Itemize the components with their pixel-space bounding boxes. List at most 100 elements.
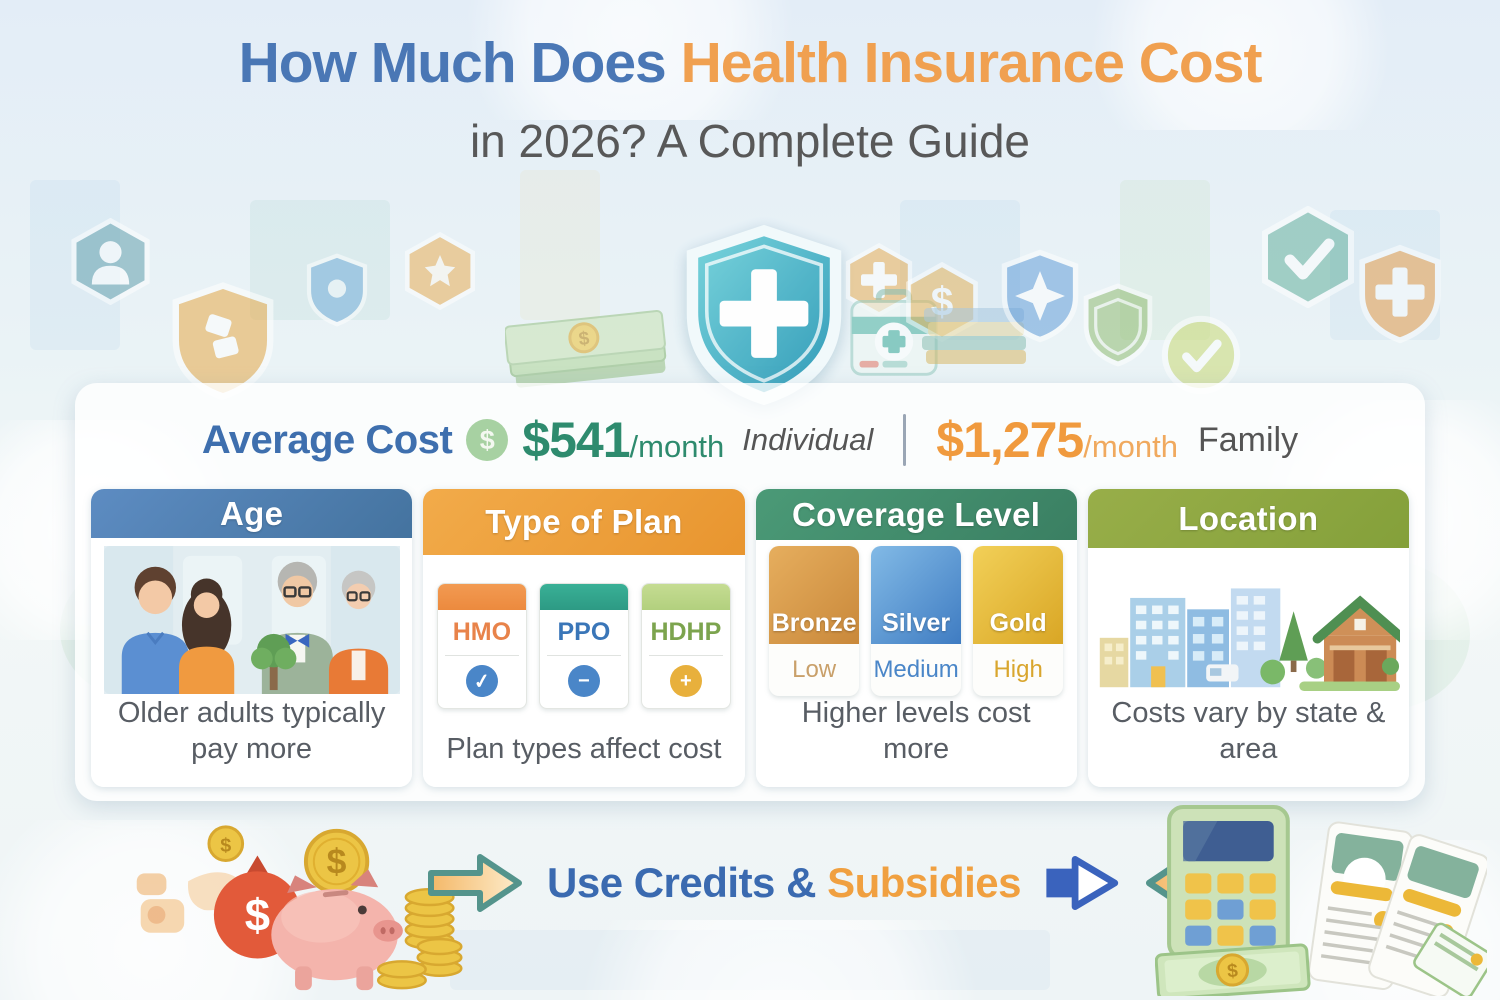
gold-level: High (993, 656, 1043, 684)
family-price: $1,275/month (936, 411, 1178, 469)
tier-card-silver: Silver Medium (871, 546, 962, 697)
tier-cards-row: Bronze Low Silver Medium Gold High (769, 546, 1064, 697)
divider (903, 414, 907, 466)
dollar-glyph: $ (578, 328, 591, 350)
cta-text-blue: Use Credits & (547, 859, 816, 906)
check-hexagon-icon (1258, 206, 1358, 308)
title-line2: in 2026? A Complete Guide (469, 115, 1031, 167)
divider (546, 655, 621, 657)
cta-text-orange: Subsidies (827, 859, 1021, 906)
bronze-label: Bronze (769, 546, 860, 645)
cloud (420, 0, 840, 120)
divider (648, 655, 723, 657)
person-badge-icon (68, 218, 153, 305)
cloud (520, 920, 1040, 1000)
check-circle-icon: ✓ (463, 663, 500, 700)
medical-shield-icon (678, 222, 850, 413)
factor-card-age: Age (91, 489, 413, 787)
coverage-tiers: Bronze Low Silver Medium Gold High (756, 540, 1077, 697)
piggy-bank-cluster: $ $ $ (128, 812, 470, 1000)
ppo-label: PPO (557, 618, 611, 647)
gold-coin-icon: $ (303, 828, 370, 895)
dollar-glyph: $ (245, 890, 270, 941)
factor-header-type-of-plan: Type of Plan (423, 489, 745, 555)
books-stack-icon (918, 306, 1033, 368)
silver-label: Silver (871, 546, 962, 645)
cta-row: Use Credits & Subsidies (425, 845, 1253, 921)
city-and-house-icon (1100, 588, 1401, 692)
dollar-glyph: $ (220, 835, 231, 857)
factor-caption-type-of-plan: Plan types affect cost (446, 732, 722, 765)
gold-coin-icon: $ (207, 825, 245, 862)
tier-card-gold: Gold High (973, 546, 1064, 697)
sparkle-shield-icon (995, 248, 1085, 344)
plus-circle-icon: + (669, 665, 702, 698)
factor-header-location: Location (1087, 489, 1409, 549)
family-label: Family (1198, 420, 1299, 459)
divider (444, 655, 519, 657)
hdhp-card-top (641, 584, 730, 611)
family-price-value: $1,275 (936, 412, 1084, 468)
cta-text: Use Credits & Subsidies (547, 859, 1021, 907)
bronze-level: Low (792, 656, 837, 684)
average-cost-row: Average Cost $ $541/month Individual $1,… (75, 399, 1425, 481)
title-line1: How Much Does Health Insurance Cost (0, 30, 1500, 96)
document-icon (1413, 922, 1495, 999)
cost-summary-card: Average Cost $ $541/month Individual $1,… (75, 383, 1425, 801)
arrow-right-blue-icon (1046, 855, 1119, 911)
hdhp-label: HDHP (650, 618, 722, 647)
location-illustration (1088, 548, 1409, 696)
blue-shield-icon (302, 252, 372, 328)
factor-card-location: Location (1087, 489, 1409, 787)
minus-circle-icon: − (567, 665, 600, 698)
dollar-glyph: $ (327, 841, 347, 881)
factor-caption-coverage-level: Higher levels cost more (801, 697, 1031, 765)
tier-card-bronze: Bronze Low (769, 546, 860, 697)
ppo-card-top (539, 584, 628, 611)
factor-card-type-of-plan: Type of Plan HMO ✓ PPO − (423, 489, 745, 787)
hmo-card-top (437, 584, 526, 611)
plan-cards-row: HMO ✓ PPO − HDHP (436, 583, 731, 710)
average-cost-label: Average Cost (201, 417, 453, 462)
gold-shield-icon (168, 282, 278, 400)
calculator-documents-cluster: $ (1154, 798, 1495, 1000)
plan-card-hdhp: HDHP + (640, 583, 731, 710)
green-shield-icon (1078, 282, 1158, 368)
money-bills-icon: $ (505, 308, 680, 388)
factor-caption-age: Older adults typically pay more (117, 697, 386, 765)
orange-hexagon-icon (402, 232, 478, 310)
piggy-bank-icon (271, 869, 403, 991)
individual-price: $541/month (522, 411, 724, 469)
individual-label: Individual (742, 422, 874, 457)
family-price-unit: /month (1083, 429, 1178, 464)
factor-card-coverage-level: Coverage Level Bronze Low Silver Medium … (755, 489, 1077, 787)
factor-columns: Age (91, 489, 1409, 787)
factor-header-coverage-level: Coverage Level (755, 489, 1077, 541)
arrow-right-icon (428, 854, 522, 912)
calculator-icon (1167, 804, 1290, 960)
coin-stack-icon (376, 887, 463, 990)
cloud (1050, 0, 1430, 130)
silver-level: Medium (873, 656, 959, 684)
plan-card-ppo: PPO − (538, 583, 629, 710)
dollar-bill-icon: $ (1154, 943, 1311, 1000)
people-ages-icon (103, 546, 400, 695)
title-part-orange: Health Insurance Cost (680, 31, 1263, 95)
plan-types: HMO ✓ PPO − HDHP (423, 555, 744, 732)
individual-price-unit: /month (629, 429, 725, 464)
hmo-label: HMO (452, 618, 512, 647)
bg-building (520, 170, 600, 320)
page-title: How Much Does Health Insurance Cost in 2… (0, 30, 1500, 168)
dollar-coin-icon: $ (466, 419, 509, 461)
factor-header-age: Age (91, 489, 413, 539)
check-badge-icon (1158, 312, 1244, 398)
gold-label: Gold (973, 546, 1064, 645)
orange-cross-shield-icon (1352, 243, 1448, 345)
individual-price-value: $541 (522, 412, 630, 468)
title-part-blue: How Much Does (238, 31, 667, 95)
age-illustration (91, 538, 412, 696)
plan-card-hmo: HMO ✓ (436, 583, 527, 710)
dollar-glyph: $ (1227, 961, 1239, 983)
factor-caption-location: Costs vary by state & area (1111, 697, 1386, 765)
